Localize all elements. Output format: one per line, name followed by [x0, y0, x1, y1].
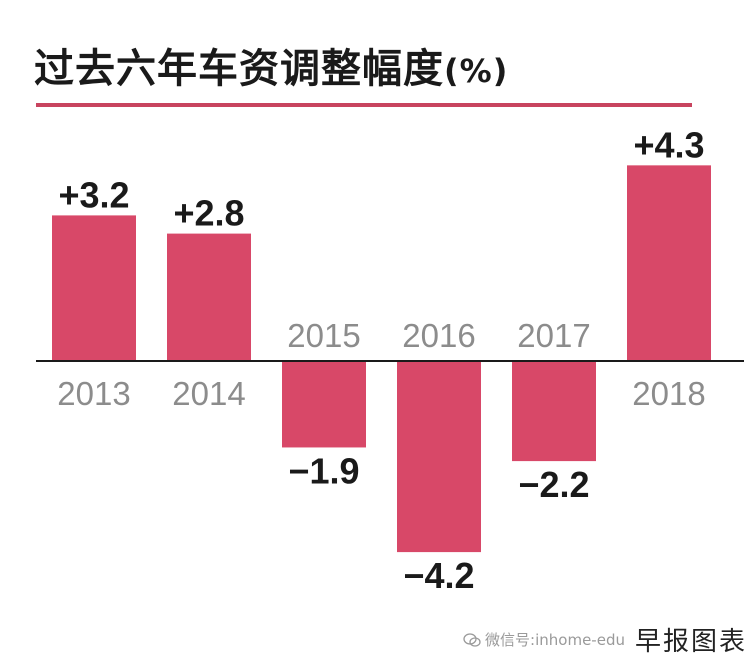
category-label-2017: 2017: [517, 317, 590, 354]
value-label-2016: −4.2: [403, 555, 474, 596]
bar-2015: [282, 361, 366, 448]
bar-2014: [167, 233, 251, 361]
category-label-2016: 2016: [402, 317, 475, 354]
category-label-2018: 2018: [632, 375, 705, 412]
category-label-2014: 2014: [172, 375, 245, 412]
chart-unit: (%): [444, 52, 509, 90]
bar-2017: [512, 361, 596, 462]
value-label-2017: −2.2: [518, 464, 589, 505]
value-label-2013: +3.2: [58, 174, 129, 215]
source-label: 早报图表: [634, 627, 747, 657]
bar-2016: [397, 361, 481, 553]
wechat-watermark: 微信号:inhome-edu: [463, 629, 625, 650]
wechat-id: 微信号:inhome-edu: [485, 631, 625, 649]
bar-2013: [52, 215, 136, 361]
value-label-2018: +4.3: [633, 124, 704, 165]
footer: 微信号:inhome-edu 早报图表: [463, 621, 747, 658]
value-label-2015: −1.9: [288, 450, 359, 491]
title-underline: [36, 103, 692, 107]
wechat-icon: [463, 632, 481, 647]
category-label-2015: 2015: [287, 317, 360, 354]
chart-title: 过去六年车资调整幅度(%): [34, 36, 508, 94]
value-label-2014: +2.8: [173, 193, 244, 234]
category-label-2013: 2013: [57, 375, 130, 412]
bar-2018: [627, 165, 711, 361]
chart-title-text: 过去六年车资调整幅度: [34, 46, 444, 92]
